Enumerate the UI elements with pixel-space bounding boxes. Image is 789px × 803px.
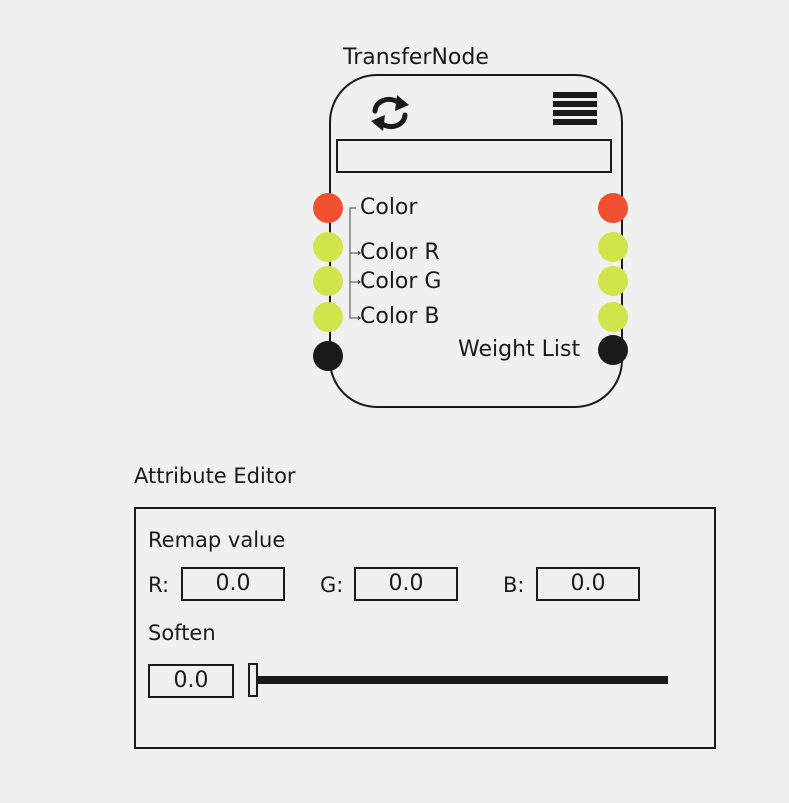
output-port-color-g[interactable] — [598, 266, 628, 296]
port-label-weight-list: Weight List — [458, 337, 581, 362]
node-title: TransferNode — [343, 45, 489, 70]
soften-label: Soften — [148, 621, 216, 645]
input-port-color-g[interactable] — [313, 266, 343, 296]
port-label-color-r: Color R — [360, 240, 440, 265]
hamburger-menu-icon[interactable] — [553, 92, 597, 125]
r-value-input[interactable]: 0.0 — [181, 567, 285, 601]
r-label: R: — [148, 573, 170, 597]
remap-value-label: Remap value — [148, 528, 286, 552]
attribute-editor-panel — [134, 507, 716, 749]
output-port-color[interactable] — [598, 193, 628, 223]
node-name-field[interactable] — [336, 139, 612, 173]
soften-slider-track[interactable] — [258, 676, 668, 684]
attribute-editor-title: Attribute Editor — [134, 464, 296, 488]
soften-slider-handle[interactable] — [248, 663, 258, 697]
input-port-color[interactable] — [313, 193, 343, 223]
output-port-color-r[interactable] — [598, 232, 628, 262]
sync-icon[interactable] — [367, 93, 413, 133]
hierarchy-connector — [349, 207, 361, 321]
input-port-color-b[interactable] — [313, 302, 343, 332]
input-port-color-r[interactable] — [313, 232, 343, 262]
port-label-color-b: Color B — [360, 304, 440, 329]
soften-value-input[interactable]: 0.0 — [148, 664, 234, 698]
b-label: B: — [503, 573, 525, 597]
g-label: G: — [320, 573, 344, 597]
output-port-weight-list[interactable] — [598, 335, 628, 365]
input-port-extra[interactable] — [313, 341, 343, 371]
g-value-input[interactable]: 0.0 — [354, 567, 458, 601]
output-port-color-b[interactable] — [598, 302, 628, 332]
b-value-input[interactable]: 0.0 — [536, 567, 640, 601]
port-label-color: Color — [360, 195, 418, 220]
port-label-color-g: Color G — [360, 269, 442, 294]
